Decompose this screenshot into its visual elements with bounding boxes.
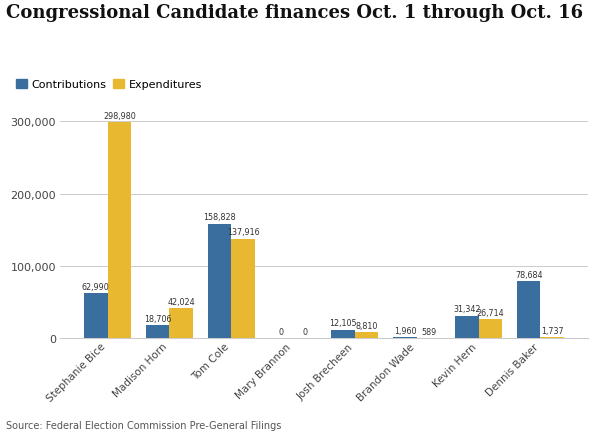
Bar <box>231 239 255 339</box>
Bar <box>517 282 541 339</box>
Text: 1,960: 1,960 <box>394 326 416 335</box>
Bar <box>479 319 502 339</box>
Text: 137,916: 137,916 <box>227 228 259 237</box>
Text: 0: 0 <box>279 327 284 336</box>
Bar <box>455 316 479 339</box>
Bar <box>331 330 355 339</box>
Text: 8,810: 8,810 <box>355 321 378 330</box>
Text: 62,990: 62,990 <box>82 282 110 291</box>
Bar <box>355 332 379 339</box>
Text: 158,828: 158,828 <box>203 213 236 222</box>
Bar <box>169 308 193 339</box>
Text: 42,024: 42,024 <box>167 297 195 306</box>
Bar <box>393 337 417 339</box>
Text: 298,980: 298,980 <box>103 112 136 121</box>
Text: 12,105: 12,105 <box>329 319 357 328</box>
Text: 31,342: 31,342 <box>453 305 481 314</box>
Text: 1,737: 1,737 <box>541 326 563 335</box>
Text: 78,684: 78,684 <box>515 271 542 279</box>
Text: Source: Federal Election Commission Pre-General Filings: Source: Federal Election Commission Pre-… <box>6 420 281 430</box>
Text: 0: 0 <box>302 327 307 336</box>
Bar <box>107 123 131 339</box>
Text: 26,714: 26,714 <box>476 308 504 317</box>
Bar <box>84 293 107 339</box>
Bar <box>146 325 169 339</box>
Text: 589: 589 <box>421 327 436 336</box>
Bar <box>541 337 564 339</box>
Bar <box>208 224 231 339</box>
Text: 18,706: 18,706 <box>144 314 172 323</box>
Text: Congressional Candidate finances Oct. 1 through Oct. 16: Congressional Candidate finances Oct. 1 … <box>6 4 583 22</box>
Legend: Contributions, Expenditures: Contributions, Expenditures <box>11 75 206 94</box>
